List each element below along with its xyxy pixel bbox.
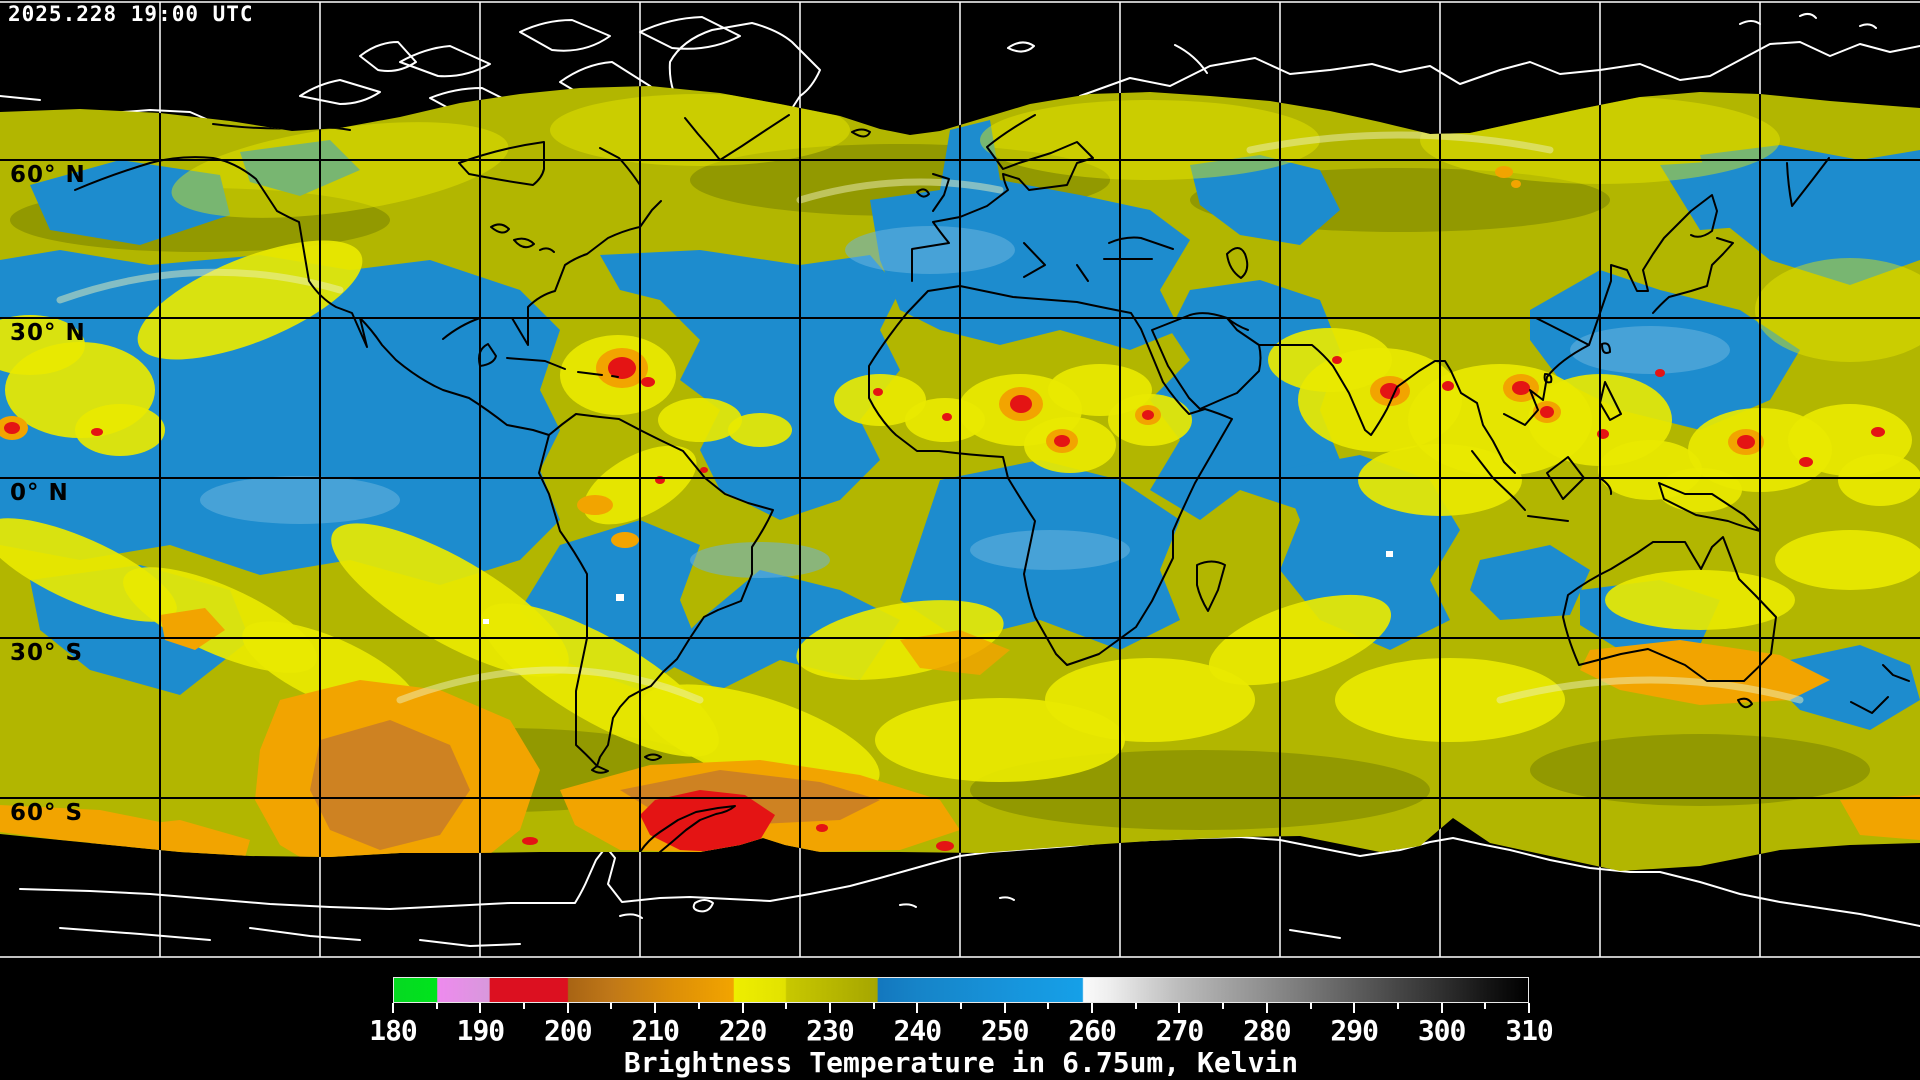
texture-wisps xyxy=(56,131,1804,704)
colorbar-minor-tick xyxy=(785,1003,788,1009)
colorbar-tick-label-7: 250 xyxy=(980,1014,1030,1047)
antarctica-coastline-icon xyxy=(19,836,1920,947)
colorbar-major-tick xyxy=(1178,1003,1181,1013)
lat-label-30s: 30° S xyxy=(10,640,84,666)
colorbar-tick-label-9: 270 xyxy=(1155,1014,1205,1047)
colorbar-tick-label-4: 220 xyxy=(718,1014,768,1047)
colorbar-major-tick xyxy=(916,1003,919,1013)
colorbar-minor-tick xyxy=(1047,1003,1050,1009)
colorbar-gradient xyxy=(393,977,1529,1003)
colorbar-major-tick xyxy=(1091,1003,1094,1013)
colorbar-major-tick xyxy=(479,1003,482,1013)
colorbar-minor-tick xyxy=(435,1003,438,1009)
colorbar-tick-label-12: 300 xyxy=(1417,1014,1467,1047)
lat-label-60n: 60° N xyxy=(10,162,86,188)
colorbar-major-tick xyxy=(828,1003,831,1013)
colorbar-minor-tick xyxy=(610,1003,613,1009)
colorbar-tick-label-5: 230 xyxy=(806,1014,855,1047)
deep-convection-cores xyxy=(0,348,1885,484)
colorbar-tick-label-8: 260 xyxy=(1068,1014,1117,1047)
colorbar-major-tick xyxy=(1353,1003,1356,1013)
colorbar-tick-labels: 180 190 200 210 220 230 240 250 260 270 280 290 300 3… xyxy=(369,1014,1554,1047)
colorbar-minor-tick xyxy=(1222,1003,1225,1009)
antarctic-cold-blob xyxy=(522,790,954,852)
colorbar-minor-tick xyxy=(872,1003,875,1009)
colorbar-minor-tick xyxy=(1134,1003,1137,1009)
colorbar-minor-tick xyxy=(960,1003,962,1009)
colorbar-tick-label-0: 180 xyxy=(369,1014,418,1047)
colorbar-tick-label-10: 280 xyxy=(1243,1014,1292,1047)
colorbar-minor-tick xyxy=(1396,1003,1399,1009)
colorbar-major-tick xyxy=(1003,1003,1006,1013)
colorbar-tick-label-6: 240 xyxy=(893,1014,943,1047)
colorbar-tick-label-2: 200 xyxy=(543,1014,593,1047)
colorbar-tick-label-3: 210 xyxy=(631,1014,680,1047)
colorbar-major-tick xyxy=(741,1003,744,1013)
colorbar-tick-label-11: 290 xyxy=(1330,1014,1379,1047)
colorbar-major-tick xyxy=(1528,1003,1530,1013)
colorbar-major-tick xyxy=(392,1003,394,1013)
lat-label-60s: 60° S xyxy=(10,800,84,826)
coastlines-data xyxy=(74,114,1910,853)
colorbar-major-tick xyxy=(566,1003,569,1013)
graticule-data xyxy=(0,86,1920,871)
colorbar-tick-label-1: 190 xyxy=(456,1014,506,1047)
colorbar-minor-tick xyxy=(523,1003,526,1009)
colorbar: 180 190 200 210 220 230 240 250 260 270 280 290 300 3… xyxy=(369,977,1554,1080)
colorbar-minor-tick xyxy=(697,1003,700,1009)
thin-cloud-wisps xyxy=(200,226,1730,578)
colorbar-ticks xyxy=(392,1003,1530,1015)
lat-label-30n: 30° N xyxy=(10,320,86,346)
colorbar-caption: Brightness Temperature in 6.75um, Kelvin xyxy=(623,1046,1299,1079)
timestamp: 2025.228 19:00 UTC xyxy=(8,2,254,26)
colorbar-major-tick xyxy=(654,1003,657,1013)
overshoot-white-dots xyxy=(483,551,1393,624)
data-region-artwork xyxy=(0,86,1920,871)
colorbar-minor-tick xyxy=(1484,1003,1487,1009)
lat-label-0n: 0° N xyxy=(10,480,69,506)
colorbar-major-tick xyxy=(1265,1003,1268,1013)
colorbar-tick-label-13: 310 xyxy=(1505,1014,1554,1047)
colorbar-major-tick xyxy=(1440,1003,1443,1013)
colorbar-minor-tick xyxy=(1309,1003,1312,1009)
